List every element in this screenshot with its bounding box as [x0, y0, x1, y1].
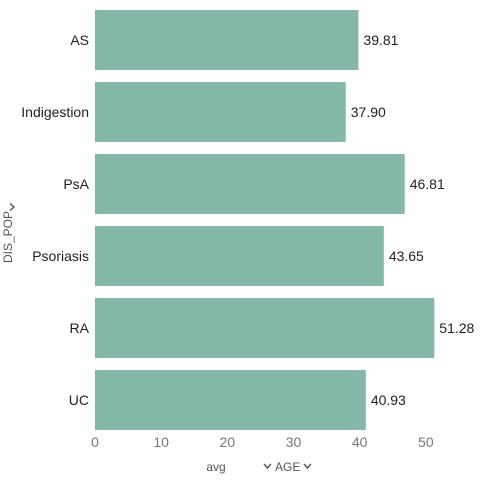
x-tick-label: 40 [352, 434, 368, 450]
x-tick-label: 10 [153, 434, 169, 450]
category-label: PsA [63, 176, 89, 192]
x-tick-label: 30 [286, 434, 302, 450]
x-axis-title-selector[interactable]: AGE [264, 460, 311, 474]
y-axis-title: DIS_POP [1, 211, 15, 263]
category-label: AS [70, 32, 89, 48]
x-axis-title: AGE [275, 460, 300, 474]
bars-layer: AS 39.81 Indigestion 37.90 PsA 46.81 Psoriasis… [21, 10, 474, 430]
value-label: 37.90 [351, 104, 386, 120]
chevron-down-icon [304, 464, 311, 468]
bar-uc[interactable] [95, 370, 366, 430]
value-label: 40.93 [371, 392, 406, 408]
chevron-down-icon [10, 204, 14, 211]
category-label: Psoriasis [32, 248, 89, 264]
category-label: RA [70, 320, 90, 336]
x-tick-label: 50 [418, 434, 434, 450]
bar-ra[interactable] [95, 298, 434, 358]
value-label: 39.81 [363, 32, 398, 48]
value-label: 43.65 [389, 248, 424, 264]
y-axis-title-selector[interactable]: DIS_POP [1, 204, 15, 264]
chevron-down-icon [264, 464, 271, 468]
category-label: UC [69, 392, 89, 408]
x-ticks-layer: 0 10 20 30 40 50 [91, 434, 434, 450]
bar-psa[interactable] [95, 154, 405, 214]
category-label: Indigestion [21, 104, 89, 120]
x-aggregate-label[interactable]: avg [206, 460, 225, 474]
x-tick-label: 20 [220, 434, 236, 450]
value-label: 46.81 [410, 176, 445, 192]
value-label: 51.28 [439, 320, 474, 336]
bar-psoriasis[interactable] [95, 226, 384, 286]
bar-indigestion[interactable] [95, 82, 346, 142]
x-tick-label: 0 [91, 434, 99, 450]
bar-as[interactable] [95, 10, 358, 70]
